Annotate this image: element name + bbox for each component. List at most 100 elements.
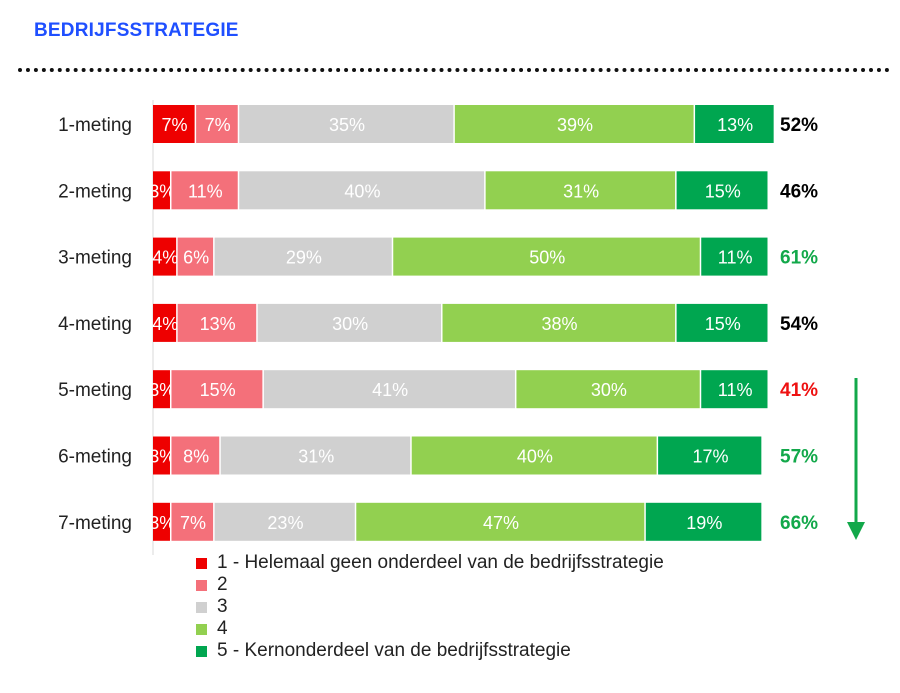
bar-segment — [393, 237, 700, 276]
legend-swatch — [196, 557, 207, 569]
data-label: 3% — [149, 513, 175, 533]
legend-label: 5 - Kernonderdeel van de bedrijfsstrateg… — [217, 640, 571, 661]
data-label: 30% — [332, 314, 368, 334]
legend-item: 1 - Helemaal geen onderdeel van de bedri… — [196, 552, 664, 574]
bar-segment — [171, 502, 214, 541]
data-label: 19% — [686, 513, 722, 533]
legend-swatch — [196, 623, 207, 635]
bar-segment — [220, 436, 411, 475]
data-label: 40% — [344, 181, 380, 201]
data-label: 41% — [372, 380, 408, 400]
legend: 1 - Helemaal geen onderdeel van de bedri… — [196, 552, 664, 662]
total-label: 57% — [780, 447, 818, 468]
data-label: 6% — [183, 248, 209, 268]
bar-segment — [153, 237, 177, 276]
bar-segment — [695, 105, 774, 143]
total-label: 66% — [780, 513, 818, 534]
data-label: 38% — [542, 314, 578, 334]
data-label: 31% — [563, 181, 599, 201]
category-label: 7-meting — [58, 513, 132, 534]
bar-segment — [153, 370, 170, 409]
data-label: 11% — [718, 380, 753, 400]
data-label: 7% — [205, 115, 231, 135]
legend-item: 4 — [196, 618, 664, 640]
total-label: 46% — [780, 181, 818, 202]
bar-segment — [196, 105, 238, 143]
bar-segment — [214, 237, 392, 276]
bar-segment — [701, 237, 768, 276]
data-label: 13% — [200, 314, 236, 334]
bar-segment — [411, 436, 657, 475]
data-label: 3% — [149, 447, 175, 467]
bar-segment — [485, 171, 676, 210]
bar-segment — [153, 502, 170, 541]
data-label: 31% — [298, 447, 334, 467]
legend-swatch — [196, 579, 207, 591]
legend-label: 2 — [217, 574, 228, 595]
bar-segment — [171, 436, 220, 475]
bar-segment — [676, 303, 768, 342]
legend-label: 4 — [217, 618, 228, 639]
category-label: 2-meting — [58, 181, 132, 202]
chart-title: BEDRIJFSSTRATEGIE — [34, 20, 239, 41]
bar-segment — [658, 436, 762, 475]
legend-item: 3 — [196, 596, 664, 618]
bar-segment — [153, 303, 177, 342]
legend-item: 2 — [196, 574, 664, 596]
total-label: 41% — [780, 380, 818, 401]
down-arrow-icon — [847, 522, 865, 540]
bar-segment — [263, 370, 515, 409]
bar-segment — [171, 171, 238, 210]
bar-segment — [153, 171, 170, 210]
legend-swatch — [196, 645, 207, 657]
data-label: 11% — [188, 181, 223, 201]
data-label: 29% — [286, 248, 322, 268]
data-label: 39% — [557, 115, 593, 135]
bar-segment — [454, 105, 694, 143]
data-label: 7% — [180, 513, 206, 533]
bar-segment — [701, 370, 768, 409]
data-label: 40% — [517, 447, 553, 467]
data-label: 4% — [152, 314, 178, 334]
category-label: 6-meting — [58, 447, 132, 468]
data-label: 15% — [705, 181, 741, 201]
bar-segment — [676, 171, 768, 210]
data-label: 13% — [717, 115, 753, 135]
data-label: 30% — [591, 380, 627, 400]
bar-segment — [214, 502, 355, 541]
bar-segment — [239, 171, 485, 210]
bar-segment — [153, 436, 170, 475]
category-label: 4-meting — [58, 314, 132, 335]
category-label: 1-meting — [58, 115, 132, 136]
bar-segment — [442, 303, 676, 342]
data-label: 15% — [200, 380, 236, 400]
bar-segment — [153, 105, 195, 143]
bar-segment — [516, 370, 700, 409]
legend-label: 3 — [217, 596, 228, 617]
legend-label: 1 - Helemaal geen onderdeel van de bedri… — [217, 552, 664, 573]
data-label: 47% — [483, 513, 519, 533]
total-label: 54% — [780, 314, 818, 335]
bar-segment — [257, 303, 442, 342]
bar-segment — [177, 303, 257, 342]
data-label: 7% — [162, 115, 188, 135]
bar-segment — [177, 237, 214, 276]
legend-item: 5 - Kernonderdeel van de bedrijfsstrateg… — [196, 640, 664, 662]
legend-swatch — [196, 601, 207, 613]
data-label: 3% — [149, 380, 175, 400]
data-label: 11% — [718, 248, 753, 268]
dotted-divider — [18, 68, 890, 72]
bar-segment — [645, 502, 762, 541]
data-label: 50% — [529, 248, 565, 268]
data-label: 35% — [329, 115, 365, 135]
category-label: 5-meting — [58, 380, 132, 401]
data-label: 17% — [692, 447, 728, 467]
data-label: 15% — [705, 314, 741, 334]
data-label: 8% — [183, 447, 209, 467]
data-label: 3% — [149, 181, 175, 201]
data-label: 23% — [267, 513, 303, 533]
bar-segment — [171, 370, 263, 409]
total-label: 61% — [780, 248, 818, 269]
bar-segment — [356, 502, 645, 541]
